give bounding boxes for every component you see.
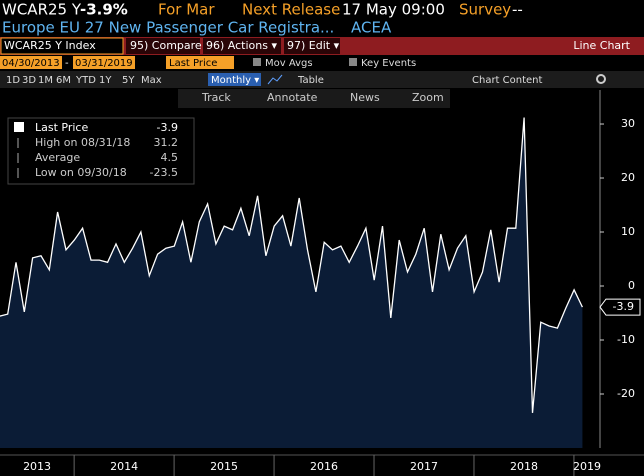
field[interactable]: Last Price xyxy=(169,58,217,69)
edit-label[interactable]: 97) Edit ▾ xyxy=(287,39,340,52)
description: Europe EU 27 New Passenger Car Registra.… xyxy=(2,19,334,37)
x-tick-label: 2018 xyxy=(510,460,538,473)
next-release: 17 May 09:00 xyxy=(342,1,445,19)
y-tick-label: 0 xyxy=(628,279,635,292)
range-button[interactable]: 1D xyxy=(6,75,20,86)
security-box[interactable] xyxy=(0,37,124,55)
x-tick-label: 2019 xyxy=(573,460,601,473)
mov-avgs-checkbox[interactable] xyxy=(253,58,261,66)
edit-button[interactable] xyxy=(284,38,340,54)
view-label: Line Chart xyxy=(573,39,630,52)
legend-swatch xyxy=(14,122,24,132)
end-date-box[interactable] xyxy=(73,56,135,69)
legend-value: -3.9 xyxy=(157,121,178,134)
frequency-box[interactable] xyxy=(208,73,261,86)
stat-value: 4.5 xyxy=(161,151,179,164)
start-date-box[interactable] xyxy=(0,56,62,69)
range-bar xyxy=(0,71,644,88)
compare-label[interactable]: 95) Compare xyxy=(130,39,202,52)
survey-label: Survey xyxy=(459,1,511,19)
chart-content[interactable]: Chart Content xyxy=(472,75,543,86)
date-separator: - xyxy=(65,58,69,69)
range-button[interactable]: 6M xyxy=(56,75,71,86)
area xyxy=(0,117,583,448)
survey: -- xyxy=(512,1,523,19)
stat-value: 31.2 xyxy=(154,136,179,149)
frequency[interactable]: Monthly ▾ xyxy=(211,75,259,86)
last-tag xyxy=(599,298,641,316)
period: For Mar xyxy=(158,1,215,19)
key-events[interactable]: Key Events xyxy=(361,58,416,69)
y-tick-label: 10 xyxy=(621,225,635,238)
next-release-label: Next Release xyxy=(242,1,340,19)
change: -3.9% xyxy=(80,1,128,19)
zoom[interactable]: Zoom xyxy=(412,91,444,104)
last-value-label: -3.9 xyxy=(613,300,634,313)
key-events-checkbox[interactable] xyxy=(349,58,357,66)
settings-icon[interactable] xyxy=(596,74,606,84)
x-tick-label: 2013 xyxy=(23,460,51,473)
annotate[interactable]: Annotate xyxy=(267,91,318,104)
legend-label: Last Price xyxy=(35,121,88,134)
range-button[interactable]: YTD xyxy=(75,75,96,86)
security[interactable]: WCAR25 Y Index xyxy=(4,39,96,52)
stat-label: Average xyxy=(35,151,80,164)
legend-box xyxy=(7,117,195,185)
range-button[interactable]: 3D xyxy=(22,75,36,86)
source: ACEA xyxy=(351,19,392,37)
end-date[interactable]: 03/31/2019 xyxy=(75,58,133,69)
table[interactable]: Table xyxy=(297,75,324,86)
x-tick-label: 2015 xyxy=(210,460,238,473)
compare-button[interactable] xyxy=(126,38,200,54)
range-button[interactable]: 5Y xyxy=(122,75,135,86)
x-tick-label: 2014 xyxy=(110,460,138,473)
field-box[interactable] xyxy=(166,56,234,69)
ticker: WCAR25 Y xyxy=(2,1,82,19)
track[interactable]: Track xyxy=(201,91,231,104)
x-tick-label: 2017 xyxy=(410,460,438,473)
range-button[interactable]: Max xyxy=(141,75,162,86)
y-tick-label: 20 xyxy=(621,171,635,184)
actions-button[interactable] xyxy=(203,38,281,54)
start-date[interactable]: 04/30/2013 xyxy=(2,58,60,69)
stat-value: -23.5 xyxy=(150,166,178,179)
y-tick-label: -10 xyxy=(617,333,635,346)
stat-label: High on 08/31/18 xyxy=(35,136,130,149)
actions-label[interactable]: 96) Actions ▾ xyxy=(206,39,277,52)
y-tick-label: 30 xyxy=(621,117,635,130)
line xyxy=(0,117,583,413)
range-button[interactable]: 1Y xyxy=(99,75,112,86)
x-tick-label: 2016 xyxy=(310,460,338,473)
stat-label: Low on 09/30/18 xyxy=(35,166,127,179)
mov-avgs[interactable]: Mov Avgs xyxy=(265,58,313,69)
tools-bar xyxy=(178,89,450,108)
news[interactable]: News xyxy=(350,91,380,104)
y-tick-label: -20 xyxy=(617,387,635,400)
range-button[interactable]: 1M xyxy=(38,75,53,86)
chart-icon[interactable] xyxy=(267,74,283,85)
series-group xyxy=(0,117,583,448)
